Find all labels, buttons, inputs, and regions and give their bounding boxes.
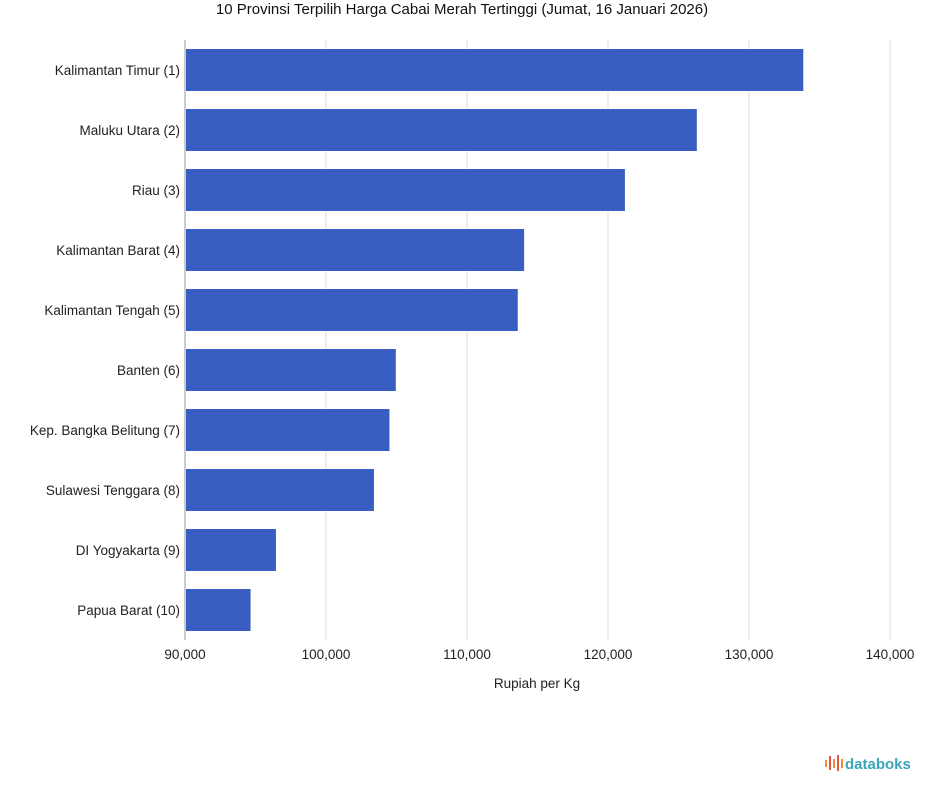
category-label: Kalimantan Tengah (5) xyxy=(44,303,180,318)
category-label: Kep. Bangka Belitung (7) xyxy=(30,423,180,438)
bar xyxy=(186,229,525,271)
databoks-logo-icon xyxy=(825,755,843,771)
x-tick-label: 100,000 xyxy=(302,647,351,662)
x-tick-label: 140,000 xyxy=(866,647,915,662)
x-tick-label: 110,000 xyxy=(443,647,491,662)
category-label: Banten (6) xyxy=(117,363,180,378)
category-label: Riau (3) xyxy=(132,183,180,198)
category-label: Sulawesi Tenggara (8) xyxy=(46,483,180,498)
x-tick-label: 120,000 xyxy=(584,647,633,662)
category-label: Maluku Utara (2) xyxy=(79,123,180,138)
x-tick-labels: 90,000 100,000 110,000 120,000 130,000 140,00… xyxy=(164,647,914,662)
category-labels: Kalimantan Timur (1) Maluku Utara (2) Riau… xyxy=(30,63,180,618)
bar xyxy=(186,289,518,331)
chart-title: 10 Provinsi Terpilih Harga Cabai Merah T… xyxy=(216,1,708,18)
bar xyxy=(186,589,251,631)
category-label: Kalimantan Timur (1) xyxy=(55,63,180,78)
bars xyxy=(186,49,804,631)
category-label: Papua Barat (10) xyxy=(77,603,180,618)
category-label: DI Yogyakarta (9) xyxy=(76,543,180,558)
x-axis-label: Rupiah per Kg xyxy=(494,676,580,691)
bar xyxy=(186,469,374,511)
x-tick-label: 90,000 xyxy=(164,647,205,662)
bar xyxy=(186,349,396,391)
bar xyxy=(186,169,625,211)
bar xyxy=(186,529,276,571)
databoks-wordmark: databoks xyxy=(845,756,911,773)
bar xyxy=(186,49,804,91)
databoks-logo: databoks xyxy=(825,755,911,773)
bar xyxy=(186,409,390,451)
x-tick-label: 130,000 xyxy=(725,647,774,662)
bar xyxy=(186,109,697,151)
category-label: Kalimantan Barat (4) xyxy=(56,243,180,258)
